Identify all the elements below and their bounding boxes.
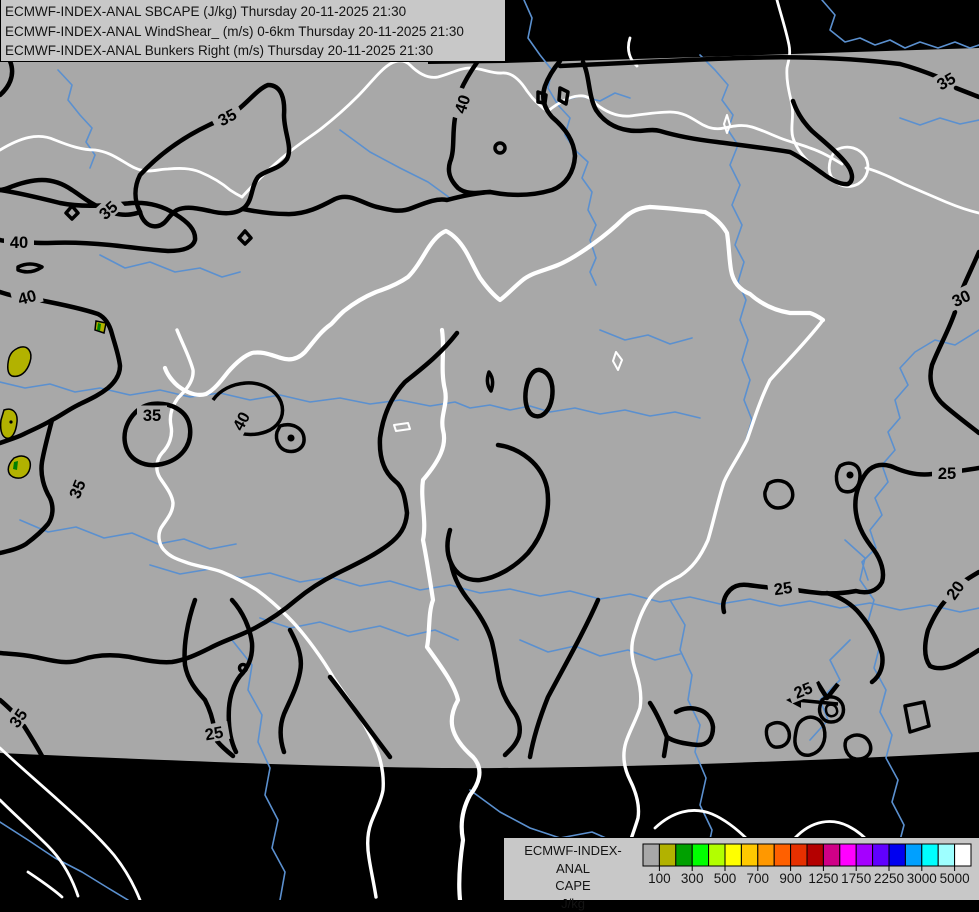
colorbar-cell [643, 844, 659, 866]
cape-colorbar [642, 843, 974, 871]
colorbar-cell [692, 844, 708, 866]
contour-label: 35 [137, 406, 167, 426]
colorbar-cell [922, 844, 938, 866]
title-line-bunkers: ECMWF-INDEX-ANAL Bunkers Right (m/s) Thu… [1, 41, 505, 61]
colorbar-cell [709, 844, 725, 866]
colorbar-cell [725, 844, 741, 866]
colorbar-tick: 3000 [907, 871, 937, 886]
contour-label: 25 [932, 464, 962, 484]
svg-text:35: 35 [143, 407, 161, 425]
colorbar-cell [758, 844, 774, 866]
svg-text:40: 40 [10, 234, 28, 252]
colorbar-tick: 100 [648, 871, 671, 886]
colorbar-cell [905, 844, 921, 866]
legend-title-model: ECMWF-INDEX-ANAL [508, 842, 638, 877]
colorbar-cell [938, 844, 954, 866]
contour-label: 40 [4, 233, 34, 253]
svg-text:25: 25 [773, 579, 794, 599]
colorbar-cell [807, 844, 823, 866]
colorbar-tick: 5000 [940, 871, 970, 886]
colorbar-tick: 500 [714, 871, 737, 886]
colorbar-cell [791, 844, 807, 866]
title-line-sbcape: ECMWF-INDEX-ANAL SBCAPE (J/kg) Thursday … [1, 0, 505, 22]
legend-title-units: J/kg [508, 895, 638, 912]
colorbar-tick: 700 [747, 871, 770, 886]
colorbar-cell [741, 844, 757, 866]
colorbar-cell [823, 844, 839, 866]
legend-title: ECMWF-INDEX-ANAL CAPE J/kg [508, 842, 638, 912]
colorbar-tick: 2250 [874, 871, 904, 886]
colorbar-cell [840, 844, 856, 866]
svg-text:25: 25 [938, 465, 956, 483]
legend-title-parameter: CAPE [508, 877, 638, 895]
map-title-header: ECMWF-INDEX-ANAL SBCAPE (J/kg) Thursday … [0, 0, 506, 62]
colorbar-cell [774, 844, 790, 866]
colorbar-tick: 1250 [808, 871, 838, 886]
colorbar-cell [955, 844, 971, 866]
colorbar-tick: 300 [681, 871, 704, 886]
colorbar-tick: 1750 [841, 871, 871, 886]
cape-legend: ECMWF-INDEX-ANAL CAPE J/kg [503, 837, 979, 900]
colorbar-cell [676, 844, 692, 866]
svg-text:25: 25 [204, 724, 225, 745]
colorbar-cell [873, 844, 889, 866]
colorbar-tick: 900 [779, 871, 802, 886]
colorbar-cell [856, 844, 872, 866]
colorbar-cell [659, 844, 675, 866]
title-line-windshear: ECMWF-INDEX-ANAL WindShear_ (m/s) 0-6km … [1, 22, 505, 42]
colorbar-cell [889, 844, 905, 866]
